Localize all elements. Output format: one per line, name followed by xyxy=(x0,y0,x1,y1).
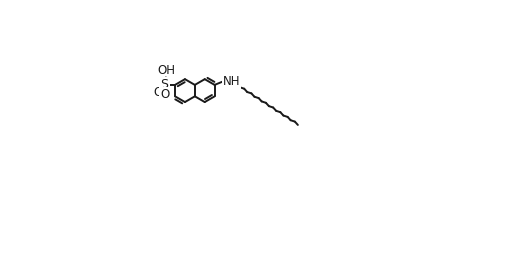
Text: O: O xyxy=(160,88,169,101)
Text: OH: OH xyxy=(157,64,175,77)
Text: O: O xyxy=(153,86,162,99)
Text: S: S xyxy=(160,78,168,91)
Text: NH: NH xyxy=(223,75,241,88)
